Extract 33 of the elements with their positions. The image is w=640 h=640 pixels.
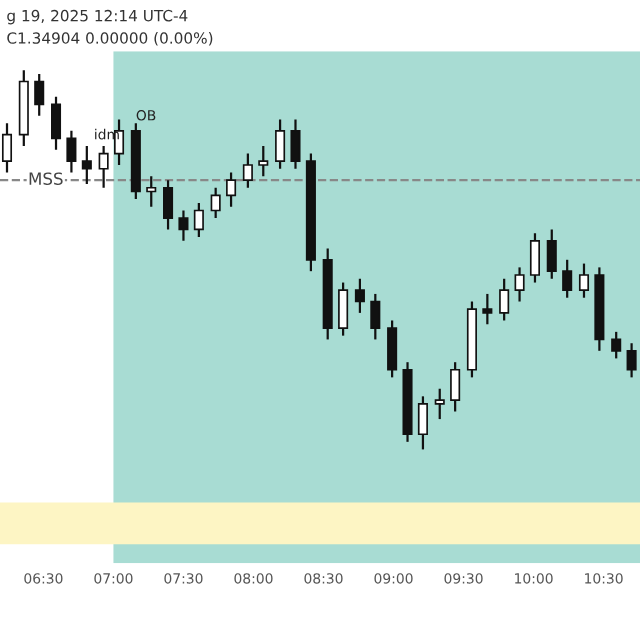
- candlestick: [370, 292, 381, 341]
- candlestick: [66, 129, 77, 174]
- candlestick: [434, 387, 445, 421]
- candlestick: [1, 122, 13, 174]
- candlestick: [482, 292, 493, 326]
- candlestick: [387, 319, 398, 379]
- candlestick: [354, 277, 365, 314]
- candlestick: [178, 209, 189, 242]
- candlestick: [34, 72, 45, 117]
- candlestick: [193, 201, 204, 239]
- candlestick: [611, 330, 622, 360]
- candlestick: [417, 395, 428, 451]
- candlestick: [163, 179, 174, 231]
- candlestick: [546, 228, 557, 280]
- candlestick: [578, 262, 590, 299]
- candlestick: [81, 144, 92, 186]
- candlestick: [242, 152, 253, 189]
- candlestick: [258, 144, 269, 178]
- candlestick: [450, 361, 461, 413]
- candlestick: [210, 186, 221, 220]
- candlestick: [98, 144, 109, 189]
- candlestick: [562, 258, 573, 299]
- candlestick: [626, 342, 637, 379]
- candlestick: [50, 95, 62, 151]
- ref-line-label: MSS: [29, 172, 63, 185]
- candlestick: [290, 118, 301, 170]
- candlestick: [338, 281, 349, 337]
- candlestick: [499, 277, 510, 322]
- candlestick: [275, 118, 286, 170]
- candlestick: [146, 175, 157, 208]
- candlestick: [514, 266, 525, 303]
- candlestick: [226, 171, 237, 208]
- candlestick: [529, 232, 541, 284]
